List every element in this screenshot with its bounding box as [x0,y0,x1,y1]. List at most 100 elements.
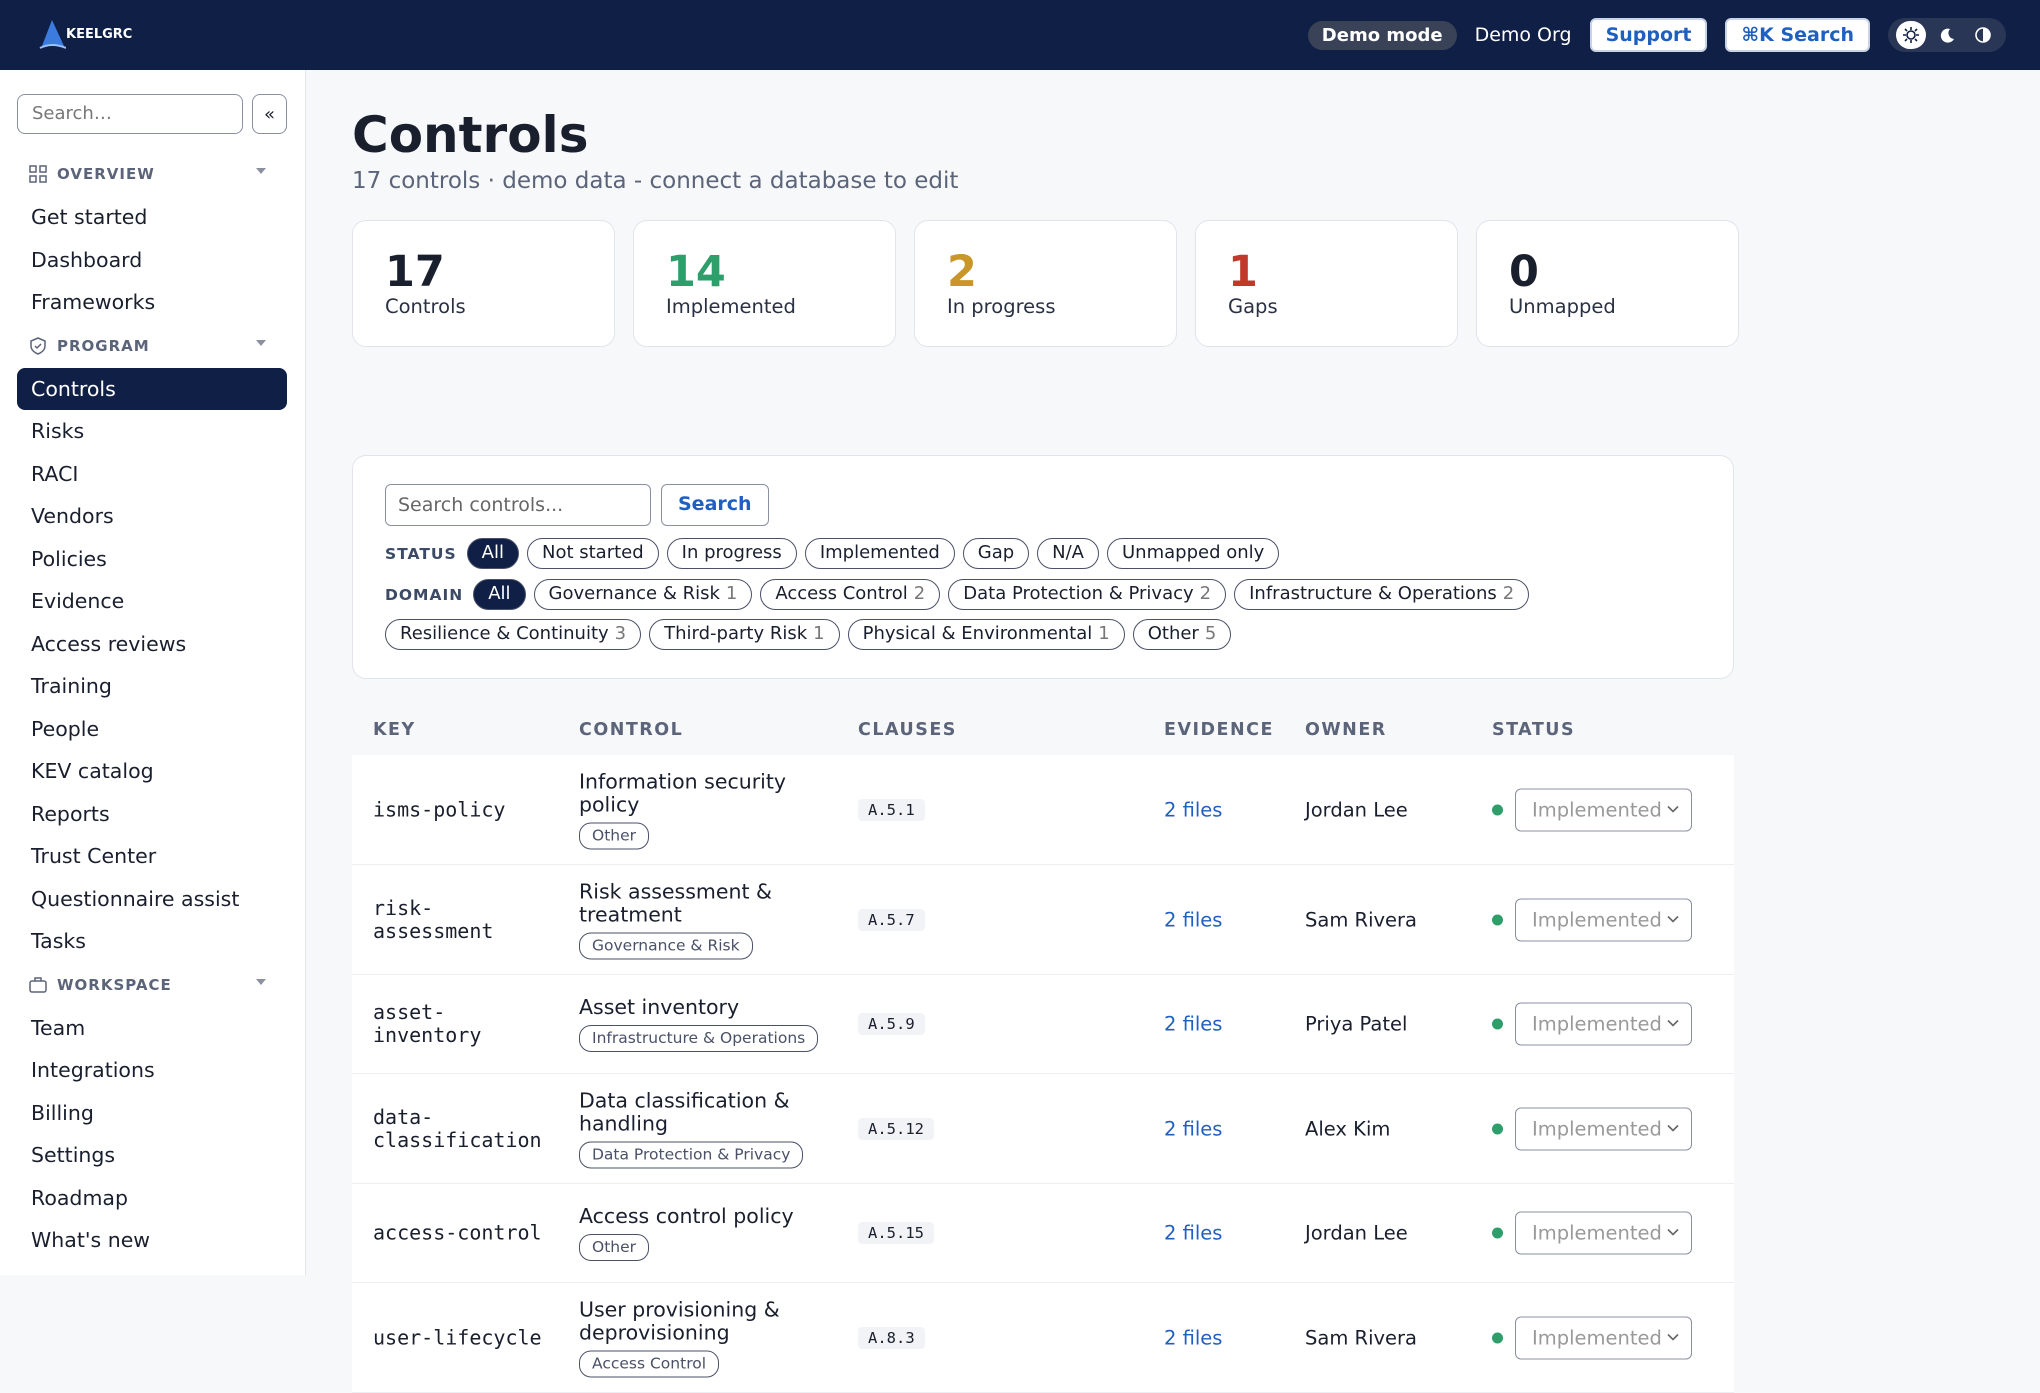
nav-item[interactable]: Training [31,674,112,699]
status-value: Implemented [1532,1221,1662,1245]
status-select[interactable]: Implemented [1515,1316,1692,1359]
status-cell: Implemented [1492,1002,1692,1046]
nav-item[interactable]: People [31,716,100,741]
nav-section[interactable]: WORKSPACE [17,963,287,1007]
light-theme[interactable] [1896,21,1926,49]
nav-item[interactable]: Integrations [31,1058,155,1083]
logo[interactable]: KEELGRC [38,18,132,50]
dark-theme[interactable] [1932,21,1962,49]
nav: OVERVIEW Get started Dashboard Frameworks PR… [17,152,287,1262]
table-row: access-control Access control policy Other… [352,1184,1734,1283]
status-select[interactable]: Implemented [1515,1107,1692,1150]
status-select[interactable]: Implemented [1515,1002,1692,1046]
nav-item[interactable]: Reports [31,801,110,826]
column-header: CLAUSES [858,720,957,740]
status-chip[interactable]: Gap [962,538,1030,569]
nav-item[interactable]: Questionnaire assist [31,886,240,911]
status-dot [1492,914,1503,925]
nav-item[interactable]: Trust Center [31,844,157,869]
domain-chip[interactable]: Access Control 2 [760,579,941,610]
nav-item[interactable]: Tasks [31,929,86,954]
support-button[interactable]: Support [1589,18,1708,52]
status-dot [1492,1332,1503,1343]
column-header: OWNER [1305,720,1387,740]
status-cell: Implemented [1492,898,1692,941]
status-chip[interactable]: Unmapped only [1107,538,1280,569]
column-header: KEY [373,720,416,740]
chevron [1667,915,1679,923]
status-cell: Implemented [1492,788,1692,831]
status-dot [1492,1227,1503,1239]
contrast-theme[interactable] [1968,21,1998,49]
search-button[interactable]: ⌘K Search [1725,18,1870,52]
icon [256,978,266,985]
domain-name: Resilience & Continuity [400,623,609,644]
control-name: Asset inventory [579,995,740,1019]
nav-item[interactable]: Evidence [31,589,125,614]
evidence-link[interactable]: 2 files [1164,1221,1223,1245]
status-value: Implemented [1532,1326,1662,1349]
domain-count: 1 [725,583,738,604]
domain-chip[interactable]: All [473,579,526,610]
domain-chip[interactable]: Infrastructure & Operations 2 [1234,579,1530,610]
domain-chip[interactable]: Governance & Risk 1 [533,579,753,610]
status-select[interactable]: Implemented [1515,1211,1692,1255]
nav-item[interactable]: Get started [31,205,148,230]
nav-item[interactable]: Frameworks [31,290,156,315]
nav-item[interactable]: RACI [31,461,79,486]
nav-item[interactable]: Dashboard [31,247,143,272]
nav-item[interactable]: Team [31,1015,86,1040]
status-chip[interactable]: All [466,538,519,569]
search-row: Search controls... Search [385,484,1701,526]
domain-chip[interactable]: Resilience & Continuity 3 [385,619,642,650]
nav-item[interactable]: Billing [31,1100,94,1125]
status-chip[interactable]: Implemented [804,538,955,569]
filters: Search controls... Search STATUS All Not … [352,455,1734,679]
controls-search[interactable]: Search controls... [385,484,651,526]
status-chip[interactable]: N/A [1037,538,1099,569]
search-submit[interactable]: Search [661,484,769,526]
chevron [1667,1019,1679,1027]
owner: Alex Kim [1305,1117,1391,1140]
nav-item[interactable]: Policies [31,546,107,571]
stat-card: 14 Implemented [633,220,896,347]
evidence-link[interactable]: 2 files [1164,908,1223,931]
clause: A.8.3 [858,1326,925,1349]
icon [256,168,266,174]
status-chip[interactable]: In progress [666,538,797,569]
evidence-link[interactable]: 2 files [1164,1326,1223,1349]
collapse-button[interactable]: « [252,94,287,134]
domain-chip[interactable]: Data Protection & Privacy 2 [948,579,1227,610]
control-key: user-lifecycle [373,1325,542,1349]
nav-item[interactable]: What's new [31,1228,151,1253]
nav-item[interactable]: KEV catalog [31,759,154,784]
status-select[interactable]: Implemented [1515,898,1692,941]
owner: Sam Rivera [1305,908,1417,931]
control-key: data-classification [373,1104,542,1152]
section-title: PROGRAM [57,336,150,355]
nav-item[interactable]: Roadmap [31,1185,128,1210]
chevron [1667,1124,1679,1132]
sidebar-search[interactable]: Search… [17,94,243,134]
nav-item[interactable]: Risks [31,419,85,444]
top-bar: KEELGRC Demo mode Demo Org Support ⌘K Se… [0,0,2040,70]
domain-chip[interactable]: Third-party Risk 1 [649,619,840,650]
domain-chip[interactable]: Other 5 [1132,619,1232,650]
nav-item[interactable]: Settings [31,1143,116,1168]
nav-section[interactable]: PROGRAM [17,324,287,368]
theme-toggle [1888,18,2006,52]
nav-item[interactable]: Vendors [31,504,114,529]
domain-chip[interactable]: Physical & Environmental 1 [847,619,1125,650]
org-name[interactable]: Demo Org [1474,24,1572,46]
status-select[interactable]: Implemented [1515,788,1692,831]
evidence-link[interactable]: 2 files [1164,1117,1223,1140]
domain-name: Governance & Risk [548,583,720,604]
nav-item[interactable]: Access reviews [31,631,187,656]
nav-section[interactable]: OVERVIEW [17,152,287,196]
evidence-link[interactable]: 2 files [1164,798,1223,821]
nav-item[interactable]: Controls [17,367,287,410]
evidence-link[interactable]: 2 files [1164,1012,1223,1036]
control-cell: Information security policy Other [579,770,819,849]
domain-name: Physical & Environmental [862,623,1093,644]
status-chip[interactable]: Not started [526,538,659,569]
